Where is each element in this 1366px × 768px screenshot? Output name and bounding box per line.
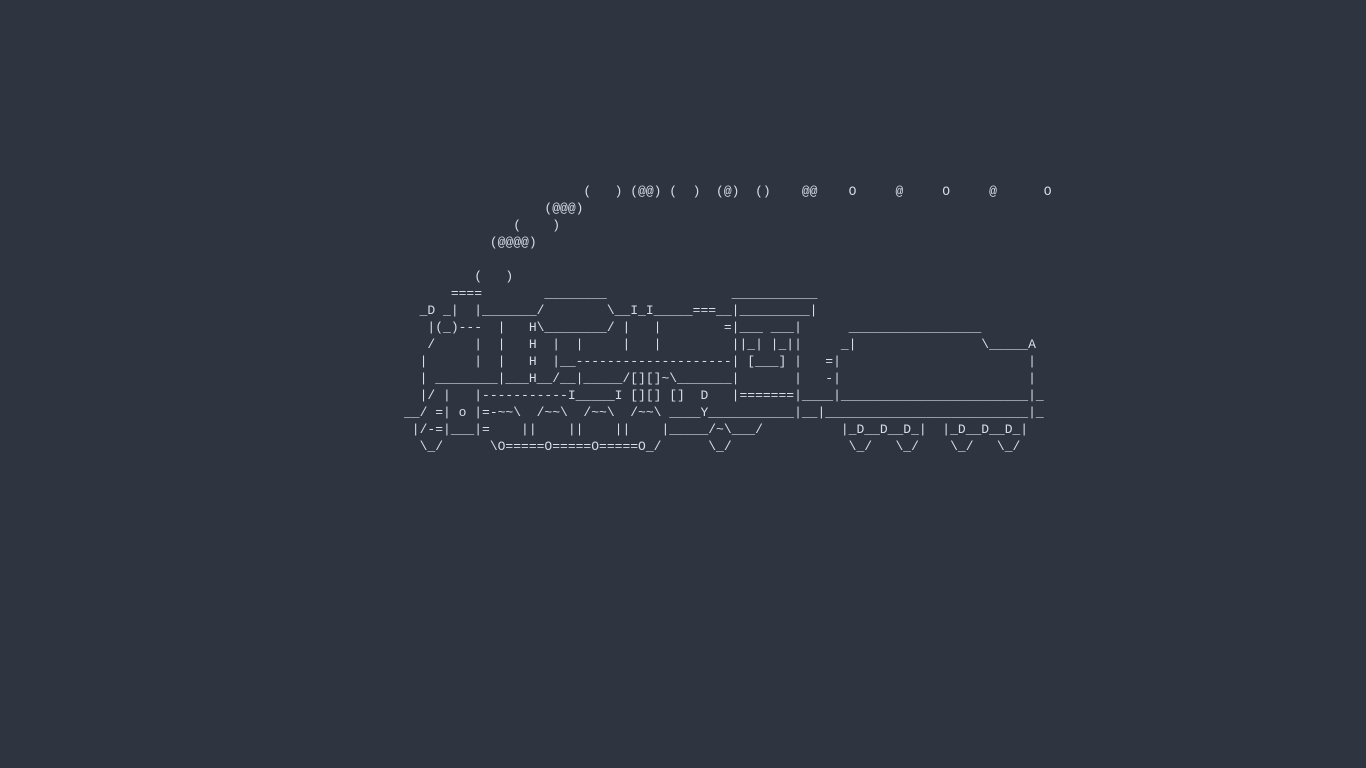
terminal-window: ( ) (@@) ( ) (@) () @@ O @ O @ O (@@@) (… <box>0 0 1366 768</box>
sl-train-ascii-art: ( ) (@@) ( ) (@) () @@ O @ O @ O (@@@) (… <box>365 183 1052 455</box>
